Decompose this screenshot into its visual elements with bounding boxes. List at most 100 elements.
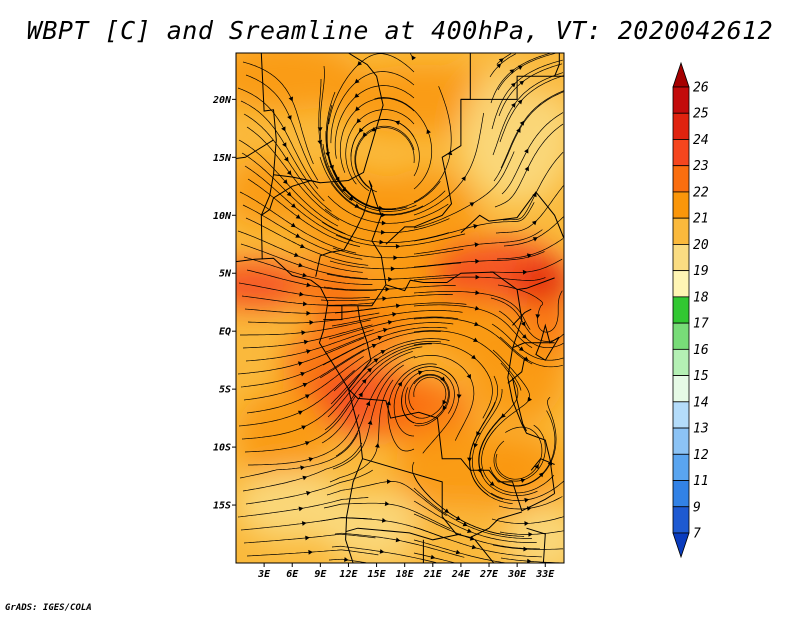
streamline-arrow <box>526 506 532 511</box>
coastlines-borders <box>236 53 564 563</box>
streamline-arrow <box>358 392 363 398</box>
streamlines <box>237 53 564 563</box>
streamline-arrow <box>535 314 541 319</box>
colorbar-swatch <box>672 112 690 140</box>
wbpt-shade-patch <box>517 261 564 308</box>
streamline-arrow <box>390 266 396 272</box>
colorbar-swatch <box>672 348 690 376</box>
streamline-arrow <box>527 396 532 402</box>
country-border-line <box>512 308 532 326</box>
colorbar-label: 26 <box>693 81 709 96</box>
streamline-arrow <box>357 61 362 66</box>
country-border-line <box>474 539 495 563</box>
streamline-arrow <box>356 118 362 124</box>
wbpt-shade-patch <box>236 53 358 111</box>
streamline-arrow <box>467 457 472 462</box>
streamline-arrow <box>524 166 529 172</box>
x-tick-label: 30E <box>507 569 527 580</box>
streamline-arrow <box>317 140 323 145</box>
y-tick-label: 5N <box>219 269 232 280</box>
streamline-arrow <box>308 549 313 555</box>
colorbar-swatch <box>672 453 690 481</box>
colorbar-label: 17 <box>693 317 709 332</box>
streamline-arrow <box>388 276 393 282</box>
streamline-arrow <box>518 346 524 351</box>
streamline-arrow <box>474 242 480 248</box>
colorbar-swatch <box>672 191 690 219</box>
streamline-arrow <box>477 468 482 474</box>
streamline-arrow <box>371 127 377 132</box>
streamline-arrow <box>295 233 301 238</box>
colorbar-swatch <box>672 322 690 350</box>
wbpt-shade-patch <box>507 53 564 100</box>
colorbar-swatch <box>672 270 690 298</box>
country-border-line <box>260 53 277 260</box>
streamline-arrow <box>521 321 526 327</box>
streamline-arrow <box>430 554 436 560</box>
streamline-arrow <box>516 127 521 133</box>
streamline-arrow <box>306 490 311 496</box>
wbpt-shade-patch <box>236 389 330 482</box>
colorbar-label: 19 <box>693 264 709 279</box>
colorbar-label: 16 <box>693 343 709 358</box>
streamline-arrow <box>302 301 308 307</box>
colorbar-swatch <box>672 165 690 193</box>
streamline-arrow <box>288 96 293 102</box>
streamline-arrow <box>534 464 539 469</box>
streamline-arrow <box>522 269 528 275</box>
streamline-arrow <box>395 537 401 543</box>
streamline-arrow <box>380 229 386 235</box>
streamline-arrow <box>378 205 384 211</box>
streamline-arrow <box>286 170 292 176</box>
country-border-line <box>323 305 343 321</box>
streamline-arrow <box>392 312 397 317</box>
streamline-arrow <box>306 310 311 316</box>
colorbar-label: 14 <box>693 395 709 410</box>
country-border-line <box>507 289 556 494</box>
colorbar-label: 25 <box>693 107 709 122</box>
streamline-arrow <box>362 132 368 137</box>
country-border-line <box>273 53 384 184</box>
streamline-arrow <box>301 425 307 430</box>
streamline-arrow <box>466 374 471 379</box>
streamline-arrow <box>511 102 516 108</box>
x-tick-label: 12E <box>339 569 358 580</box>
streamline-arrow <box>303 339 309 345</box>
streamline-arrow <box>298 262 304 268</box>
x-tick-label: 21E <box>423 569 443 580</box>
streamline-arrow <box>354 93 360 98</box>
colorbar-swatch <box>672 480 690 508</box>
streamline-arrow <box>538 472 544 478</box>
streamline-arrow <box>341 187 347 192</box>
colorbar-label: 9 <box>693 500 701 515</box>
streamline-arrow <box>522 334 527 339</box>
country-border-line <box>526 527 546 563</box>
streamline-arrow <box>397 381 403 387</box>
streamline-arrow <box>375 443 380 448</box>
x-tick-label: 9E <box>314 569 327 580</box>
colorbar-swatch <box>672 506 690 534</box>
streamline-arrow <box>379 549 385 554</box>
colorbar-label: 15 <box>693 369 709 384</box>
streamline-arrow <box>474 305 480 311</box>
streamline-arrow <box>474 321 479 327</box>
streamline-arrow <box>393 255 398 261</box>
streamline-arrow <box>395 120 400 126</box>
streamline-arrow <box>524 521 529 526</box>
streamline-arrow <box>286 191 292 197</box>
y-tick-label: 20N <box>212 95 232 106</box>
colorbar-swatch <box>672 139 690 167</box>
streamline-arrow <box>297 361 303 366</box>
streamline-arrow <box>306 282 312 288</box>
streamline-arrow <box>290 222 296 228</box>
streamline-arrow <box>298 506 304 512</box>
streamline-arrow <box>309 320 314 325</box>
x-tick-label: 6E <box>286 569 299 580</box>
streamline-arrow <box>361 378 367 384</box>
streamline-arrow <box>442 405 447 411</box>
streamline-arrow <box>302 272 308 278</box>
streamline-arrow <box>498 58 504 63</box>
streamline-arrow <box>519 80 525 86</box>
streamline-arrow <box>520 478 526 483</box>
